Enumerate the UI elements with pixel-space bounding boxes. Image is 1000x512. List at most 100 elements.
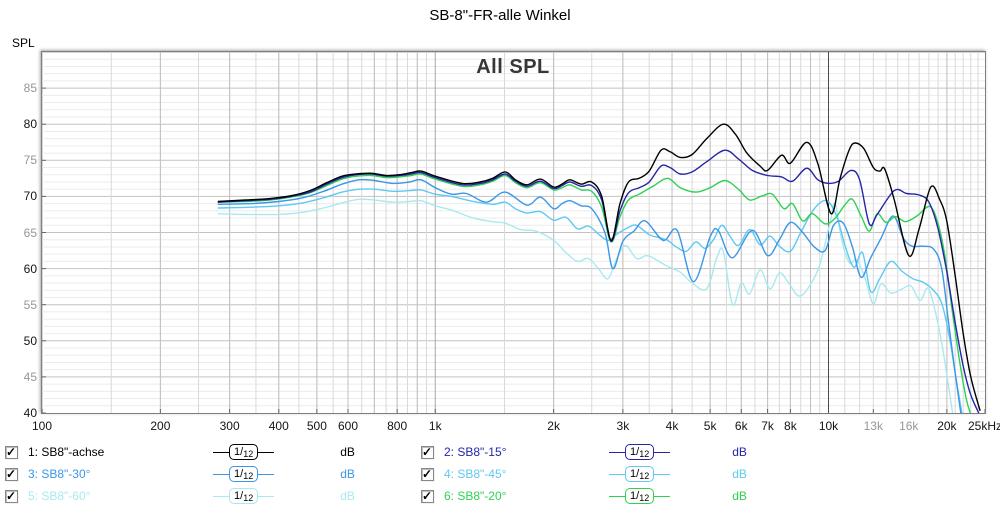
y-tick-label-65: 65 bbox=[23, 225, 37, 240]
legend-line-swatch: 1/12 bbox=[213, 488, 275, 504]
legend-item-1: ✓ 1: SB8"-achse 1/12 dB bbox=[5, 441, 355, 463]
filter-slash: / bbox=[636, 468, 640, 480]
filter-slash: / bbox=[240, 446, 244, 458]
legend-unit-label: dB bbox=[340, 445, 355, 459]
y-tick-label-80: 80 bbox=[23, 117, 37, 132]
curve-6 bbox=[217, 173, 972, 413]
legend-checkbox-2[interactable]: ✓ bbox=[421, 445, 434, 459]
y-tick-label-40: 40 bbox=[23, 406, 37, 420]
x-tick-label-1k: 1k bbox=[428, 419, 442, 433]
filter-numerator: 1 bbox=[630, 468, 637, 480]
x-tick-label-4k: 4k bbox=[665, 419, 679, 433]
legend-line-swatch: 1/12 bbox=[609, 488, 671, 504]
smoothing-filter-box[interactable]: 1/12 bbox=[229, 444, 259, 460]
filter-slash: / bbox=[240, 468, 244, 480]
smoothing-filter-box[interactable]: 1/12 bbox=[625, 466, 655, 482]
check-icon: ✓ bbox=[422, 466, 433, 481]
check-icon: ✓ bbox=[6, 466, 17, 481]
x-tick-label-300: 300 bbox=[219, 419, 240, 433]
y-tick-label-70: 70 bbox=[23, 189, 37, 204]
x-tick-label-20k: 20k bbox=[937, 419, 957, 433]
check-icon: ✓ bbox=[6, 488, 17, 503]
x-tick-label-800: 800 bbox=[387, 419, 408, 433]
smoothing-filter-box[interactable]: 1/12 bbox=[625, 444, 655, 460]
filter-slash: / bbox=[636, 446, 640, 458]
legend-checkbox-6[interactable]: ✓ bbox=[421, 488, 434, 503]
swatch-line bbox=[654, 495, 671, 497]
legend-unit-label: dB bbox=[732, 467, 747, 481]
curve-1 bbox=[217, 123, 981, 411]
swatch-line bbox=[258, 495, 275, 497]
filter-denominator: 12 bbox=[243, 471, 254, 481]
filter-denominator: 12 bbox=[639, 471, 650, 481]
smoothing-filter-box[interactable]: 1/12 bbox=[229, 466, 259, 482]
curve-5 bbox=[217, 198, 954, 413]
legend-label-4: 4: SB8"-45° bbox=[444, 467, 507, 481]
filter-denominator: 12 bbox=[639, 493, 650, 503]
plot-title: All SPL bbox=[476, 56, 550, 78]
smoothing-filter-box[interactable]: 1/12 bbox=[229, 488, 259, 504]
filter-numerator: 1 bbox=[234, 446, 241, 458]
swatch-line bbox=[609, 451, 625, 453]
x-tick-label-3k: 3k bbox=[616, 419, 630, 433]
window-title: SB-8"-FR-alle Winkel bbox=[429, 7, 571, 24]
x-tick-label-400: 400 bbox=[268, 419, 289, 433]
legend-checkbox-5[interactable]: ✓ bbox=[5, 488, 18, 503]
x-tick-label-500: 500 bbox=[306, 419, 327, 433]
y-tick-label-75: 75 bbox=[23, 153, 37, 168]
x-tick-label-200: 200 bbox=[150, 419, 171, 433]
legend-checkbox-1[interactable]: ✓ bbox=[5, 444, 18, 459]
x-tick-label-13k: 13k bbox=[863, 419, 883, 433]
legend-checkbox-4[interactable]: ✓ bbox=[421, 466, 434, 481]
legend-label-3: 3: SB8"-30° bbox=[28, 467, 91, 481]
x-tick-label-25kHz: 25kHz bbox=[967, 419, 1000, 433]
swatch-line bbox=[609, 495, 625, 497]
filter-numerator: 1 bbox=[630, 490, 637, 502]
filter-numerator: 1 bbox=[234, 468, 241, 480]
legend-unit-label: dB bbox=[732, 489, 747, 503]
legend-item-6: ✓ 6: SB8"-20° 1/12 dB bbox=[421, 485, 747, 507]
x-tick-label-100: 100 bbox=[31, 419, 53, 433]
legend-checkbox-3[interactable]: ✓ bbox=[5, 466, 18, 481]
legend-item-5: ✓ 5: SB8"-60° 1/12 dB bbox=[5, 485, 355, 507]
legend-line-swatch: 1/12 bbox=[213, 466, 275, 482]
legend-unit-label: dB bbox=[732, 445, 747, 459]
legend-line-swatch: 1/12 bbox=[213, 444, 275, 460]
filter-numerator: 1 bbox=[234, 490, 241, 502]
smoothing-filter-box[interactable]: 1/12 bbox=[625, 488, 655, 504]
y-axis-name: SPL bbox=[12, 36, 35, 50]
curve-3 bbox=[217, 178, 962, 413]
y-tick-label-45: 45 bbox=[23, 369, 37, 384]
x-tick-label-16k: 16k bbox=[899, 419, 919, 433]
y-tick-label-50: 50 bbox=[23, 333, 37, 348]
swatch-line bbox=[258, 451, 275, 453]
x-tick-label-8k: 8k bbox=[784, 419, 797, 433]
x-tick-label-6k: 6k bbox=[734, 419, 748, 433]
legend-item-3: ✓ 3: SB8"-30° 1/12 dB bbox=[5, 463, 355, 485]
legend-column-2: ✓ 2: SB8"-15° 1/12 dB ✓ 4: SB8"-45° 1/12 dB ✓ 6: … bbox=[421, 441, 747, 507]
legend-label-1: 1: SB8"-achse bbox=[28, 445, 105, 459]
legend-label-6: 6: SB8"-20° bbox=[444, 489, 507, 503]
x-tick-label-5k: 5k bbox=[703, 419, 717, 433]
x-tick-label-7k: 7k bbox=[761, 419, 774, 433]
swatch-line bbox=[213, 495, 229, 497]
swatch-line bbox=[213, 451, 229, 453]
filter-slash: / bbox=[636, 490, 640, 502]
filter-slash: / bbox=[240, 490, 244, 502]
legend-item-4: ✓ 4: SB8"-45° 1/12 dB bbox=[421, 463, 747, 485]
curve-2 bbox=[217, 149, 980, 413]
plot-area[interactable] bbox=[42, 52, 985, 413]
swatch-line bbox=[654, 473, 671, 475]
swatch-line bbox=[258, 473, 275, 475]
legend-unit-label: dB bbox=[340, 489, 355, 503]
swatch-line bbox=[609, 473, 625, 475]
plot-frame bbox=[41, 51, 986, 414]
y-tick-label-55: 55 bbox=[23, 297, 37, 312]
check-icon: ✓ bbox=[6, 444, 17, 459]
filter-denominator: 12 bbox=[243, 449, 254, 459]
filter-denominator: 12 bbox=[243, 493, 254, 503]
curve-4 bbox=[217, 188, 963, 413]
y-tick-label-85: 85 bbox=[23, 81, 37, 96]
check-icon: ✓ bbox=[422, 488, 433, 503]
